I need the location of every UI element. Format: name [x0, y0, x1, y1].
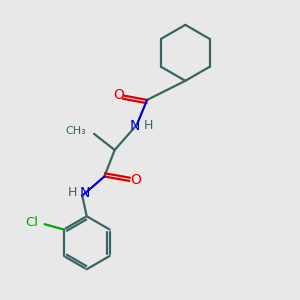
Text: N: N — [80, 186, 90, 200]
Text: CH₃: CH₃ — [65, 126, 86, 136]
Text: Cl: Cl — [25, 216, 38, 229]
Text: O: O — [113, 88, 124, 102]
Text: O: O — [130, 173, 141, 187]
Text: H: H — [68, 186, 77, 199]
Text: N: N — [129, 119, 140, 134]
Text: H: H — [143, 119, 153, 132]
